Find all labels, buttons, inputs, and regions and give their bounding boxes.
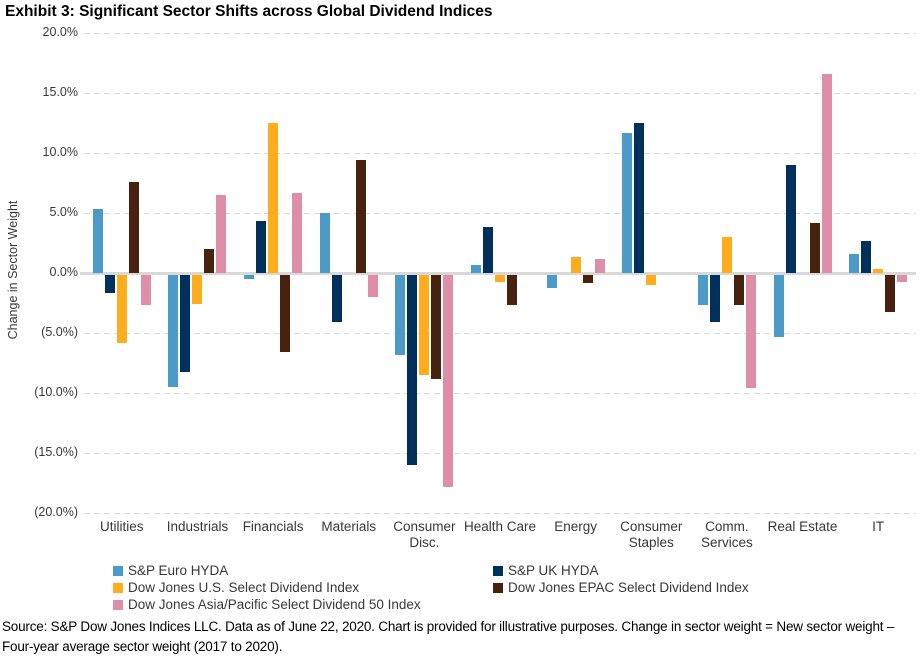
- bar-comm-services-s0: [697, 275, 708, 305]
- bar-it-s3: [885, 275, 896, 313]
- bar-industrials-s3: [204, 249, 215, 273]
- bar-real-estate-s3: [809, 222, 820, 273]
- bar-health-care-s2: [495, 275, 505, 283]
- bar-consumer-disc-s0: [395, 275, 406, 356]
- x-tick-label: Real Estate: [767, 519, 838, 534]
- x-axis-labels: Utilities Industrials Financials Materials C…: [84, 519, 916, 559]
- bar-energy-s3: [582, 275, 593, 284]
- bar-financials-s1: [256, 221, 267, 273]
- x-tick-label: Consumer Disc.: [393, 519, 456, 551]
- bar-real-estate-s1: [785, 165, 796, 273]
- legend-swatch: [493, 582, 503, 593]
- bar-financials-s2: [268, 123, 279, 273]
- bar-materials-s3: [355, 160, 366, 273]
- legend-item: S&P Euro HYDA: [113, 562, 493, 579]
- bar-comm-services-s2: [721, 237, 732, 273]
- gridline: [84, 33, 916, 34]
- legend-swatch: [113, 565, 123, 576]
- legend-label: S&P Euro HYDA: [128, 563, 229, 578]
- legend-item: Dow Jones U.S. Select Dividend Index: [113, 579, 493, 596]
- bar-utilities-s3: [128, 181, 139, 273]
- x-tick-label: Health Care: [463, 519, 537, 534]
- bar-industrials-s1: [180, 275, 191, 373]
- bar-real-estate-s0: [773, 275, 784, 338]
- bar-it-s0: [849, 253, 860, 273]
- legend-label: Dow Jones EPAC Select Dividend Index: [508, 580, 749, 595]
- y-tick-label: 10.0%: [42, 145, 78, 159]
- bar-health-care-s3: [507, 275, 517, 305]
- bar-it-s2: [873, 269, 884, 273]
- bar-industrials-s0: [168, 275, 179, 387]
- bar-consumer-disc-s3: [431, 275, 442, 380]
- y-tick-label: (15.0%): [34, 445, 78, 459]
- bar-health-care-s1: [483, 227, 493, 273]
- bar-energy-s0: [546, 275, 557, 289]
- plot-area: [80, 33, 916, 514]
- y-tick-label: (20.0%): [34, 505, 78, 519]
- bar-materials-s4: [367, 275, 378, 297]
- gridline: [84, 213, 916, 214]
- bar-utilities-s2: [116, 275, 127, 344]
- source-note: Source: S&P Dow Jones Indices LLC. Data …: [2, 619, 895, 654]
- gridline: [84, 513, 916, 514]
- legend-item: Dow Jones Asia/Pacific Select Dividend 5…: [113, 596, 493, 613]
- y-tick-label: 5.0%: [49, 205, 79, 219]
- bar-utilities-s1: [104, 275, 115, 293]
- y-tick-label: 15.0%: [42, 85, 78, 99]
- gridline: [84, 453, 916, 454]
- bar-real-estate-s4: [821, 73, 832, 273]
- bar-materials-s0: [319, 213, 330, 273]
- x-tick-label: Consumer Staples: [620, 519, 683, 551]
- bar-industrials-s2: [192, 275, 203, 304]
- legend-label: Dow Jones Asia/Pacific Select Dividend 5…: [128, 597, 421, 612]
- bar-consumer-staples-s0: [622, 132, 633, 273]
- bar-financials-s3: [280, 275, 291, 352]
- x-tick-label: Comm. Services: [701, 519, 753, 551]
- gridline: [84, 93, 916, 94]
- bar-energy-s4: [594, 258, 605, 273]
- bar-comm-services-s1: [709, 275, 720, 322]
- y-tick-label: 20.0%: [42, 25, 78, 39]
- bar-comm-services-s3: [733, 275, 744, 305]
- bar-it-s4: [897, 275, 908, 283]
- bar-financials-s4: [292, 192, 303, 273]
- x-tick-label: Materials: [321, 519, 377, 534]
- x-tick-label: Industrials: [166, 519, 229, 534]
- gridline: [84, 333, 916, 334]
- bar-energy-s2: [570, 257, 581, 273]
- y-axis-labels: 20.0% 15.0% 10.0% 5.0% 0.0% (5.0%) (10.0%) (15.…: [0, 0, 78, 540]
- bar-consumer-disc-s4: [443, 275, 454, 488]
- y-tick-label: 0.0%: [49, 265, 79, 279]
- legend-label: Dow Jones U.S. Select Dividend Index: [128, 580, 360, 595]
- x-tick-label: IT: [872, 519, 885, 534]
- bar-it-s1: [861, 240, 872, 273]
- legend-swatch: [493, 565, 503, 576]
- bar-health-care-s0: [471, 264, 481, 273]
- y-tick-label: (10.0%): [34, 385, 78, 399]
- bar-consumer-staples-s2: [646, 275, 657, 285]
- x-tick-label: Financials: [242, 519, 304, 534]
- y-tick-label: (5.0%): [41, 325, 78, 339]
- x-tick-label: Utilities: [100, 519, 144, 534]
- bar-utilities-s0: [92, 209, 103, 273]
- bar-consumer-disc-s2: [419, 275, 430, 375]
- bar-consumer-disc-s1: [407, 275, 418, 465]
- gridline: [84, 153, 916, 154]
- legend-item: Dow Jones EPAC Select Dividend Index: [493, 579, 749, 596]
- bar-utilities-s4: [140, 275, 151, 305]
- x-tick-label: Energy: [554, 519, 598, 534]
- bar-financials-s0: [244, 275, 255, 279]
- legend-label: S&P UK HYDA: [508, 563, 599, 578]
- bar-comm-services-s4: [745, 275, 756, 388]
- bar-consumer-staples-s1: [634, 123, 645, 273]
- zero-axis-line: [80, 272, 916, 275]
- bar-industrials-s4: [216, 195, 227, 273]
- bar-materials-s1: [331, 275, 342, 322]
- legend: S&P Euro HYDA S&P UK HYDA Dow Jones U.S. S…: [113, 562, 749, 613]
- legend-swatch: [113, 582, 123, 593]
- gridline: [84, 393, 916, 394]
- legend-swatch: [113, 599, 123, 610]
- legend-item: S&P UK HYDA: [493, 562, 749, 579]
- chart-title: Exhibit 3: Significant Sector Shifts acr…: [5, 3, 493, 20]
